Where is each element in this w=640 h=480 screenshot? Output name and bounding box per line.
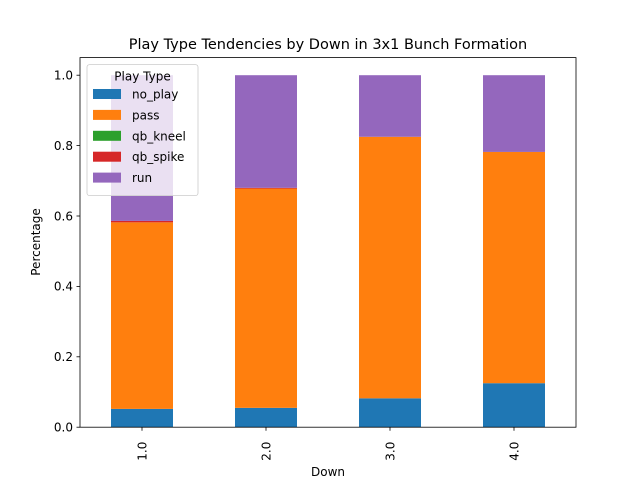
y-tick-label: 0.6 <box>54 209 73 223</box>
bar-pass-1.0 <box>111 222 173 409</box>
bar-no_play-3.0 <box>359 398 421 428</box>
legend-swatch-qb_kneel <box>93 130 121 141</box>
legend-swatch-run <box>93 172 121 183</box>
y-tick-label: 1.0 <box>54 69 73 83</box>
legend-label-qb_spike: qb_spike <box>132 150 184 164</box>
legend-label-no_play: no_play <box>132 88 178 102</box>
legend-label-run: run <box>132 171 152 185</box>
bar-pass-4.0 <box>483 151 545 384</box>
bar-pass-2.0 <box>235 188 297 408</box>
bar-qb_spike-2.0 <box>235 187 297 189</box>
bar-no_play-1.0 <box>111 408 173 428</box>
legend-label-qb_kneel: qb_kneel <box>132 129 186 143</box>
legend-swatch-pass <box>93 109 121 120</box>
y-tick-label: 0.0 <box>54 421 73 435</box>
plot-frame <box>79 57 577 428</box>
legend-swatch-no_play <box>93 89 121 99</box>
x-tick-label: 1.0 <box>136 442 150 461</box>
y-tick-label: 0.2 <box>54 350 73 364</box>
bar-pass-3.0 <box>359 136 421 399</box>
bar-run-2.0 <box>235 75 297 188</box>
x-tick-label: 2.0 <box>260 442 274 461</box>
x-tick-label: 3.0 <box>384 442 398 461</box>
x-tick-label: 4.0 <box>508 442 522 461</box>
legend-swatch-qb_spike <box>93 151 121 162</box>
x-axis: 1.0 2.0 3.0 4.0 <box>136 427 522 461</box>
y-tick-label: 0.4 <box>54 280 73 294</box>
bar-no_play-4.0 <box>483 383 545 428</box>
bar-run-4.0 <box>483 75 545 152</box>
y-tick-label: 0.8 <box>54 139 73 153</box>
legend-label-pass: pass <box>132 108 159 122</box>
x-axis-label: Down <box>311 465 345 479</box>
y-axis-label: Percentage <box>29 208 43 276</box>
bar-run-3.0 <box>359 75 421 137</box>
y-axis: 0.0 0.2 0.4 0.6 0.8 1.0 <box>54 69 80 435</box>
bar-qb_spike-1.0 <box>111 220 173 223</box>
legend-title: Play Type <box>114 70 170 84</box>
chart-title: Play Type Tendencies by Down in 3x1 Bunc… <box>129 37 528 53</box>
bar-no_play-2.0 <box>235 407 297 428</box>
